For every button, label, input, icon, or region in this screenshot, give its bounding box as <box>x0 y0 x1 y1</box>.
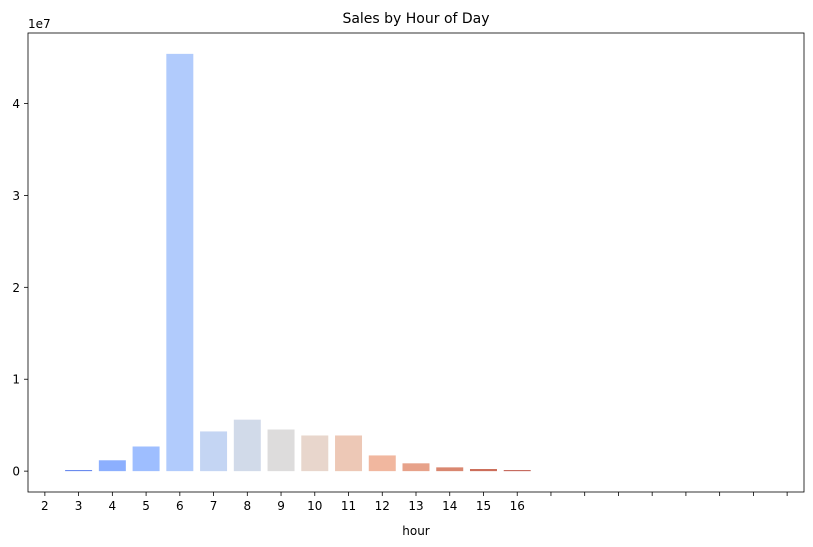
bar-8 <box>233 419 261 472</box>
bar-13 <box>402 463 430 472</box>
bar-7 <box>200 431 228 472</box>
y-tick-label: 3 <box>12 189 20 203</box>
x-tick-label: 5 <box>142 499 150 513</box>
x-tick-label: 4 <box>109 499 117 513</box>
x-tick-label: 14 <box>442 499 457 513</box>
bars-group <box>65 53 531 472</box>
bar-9 <box>267 429 295 472</box>
bar-6 <box>166 53 194 472</box>
bar-4 <box>98 460 126 472</box>
x-tick-label: 13 <box>408 499 423 513</box>
bar-3 <box>65 470 93 472</box>
y-axis-multiplier: 1e7 <box>28 17 51 31</box>
x-tick-label: 8 <box>243 499 251 513</box>
bar-16 <box>503 470 531 472</box>
y-ticks-group: 0 1 2 3 4 <box>12 97 28 479</box>
y-tick-label: 0 <box>12 465 20 479</box>
x-ticks-group: 2 3 4 5 6 7 8 9 10 11 12 13 14 15 16 <box>41 492 788 513</box>
x-tick-label: 3 <box>75 499 83 513</box>
chart-title: Sales by Hour of Day <box>342 11 489 27</box>
y-tick-label: 4 <box>12 97 20 111</box>
x-axis-label: hour <box>402 524 430 538</box>
y-tick-label: 2 <box>12 281 20 295</box>
bar-15 <box>469 469 497 472</box>
plot-frame <box>27 32 805 493</box>
x-tick-label: 9 <box>277 499 285 513</box>
bar-14 <box>436 467 464 472</box>
x-tick-label: 7 <box>210 499 218 513</box>
x-tick-label: 2 <box>41 499 49 513</box>
x-tick-label: 11 <box>341 499 356 513</box>
x-tick-label: 6 <box>176 499 184 513</box>
bar-12 <box>368 455 396 472</box>
axes-group <box>27 32 805 493</box>
bar-11 <box>335 435 363 472</box>
bar-10 <box>301 435 329 472</box>
y-tick-label: 1 <box>12 373 20 387</box>
x-tick-label: 10 <box>307 499 322 513</box>
x-tick-label: 12 <box>375 499 390 513</box>
x-tick-label: 16 <box>510 499 525 513</box>
x-tick-label: 15 <box>476 499 491 513</box>
bar-5 <box>132 446 160 472</box>
